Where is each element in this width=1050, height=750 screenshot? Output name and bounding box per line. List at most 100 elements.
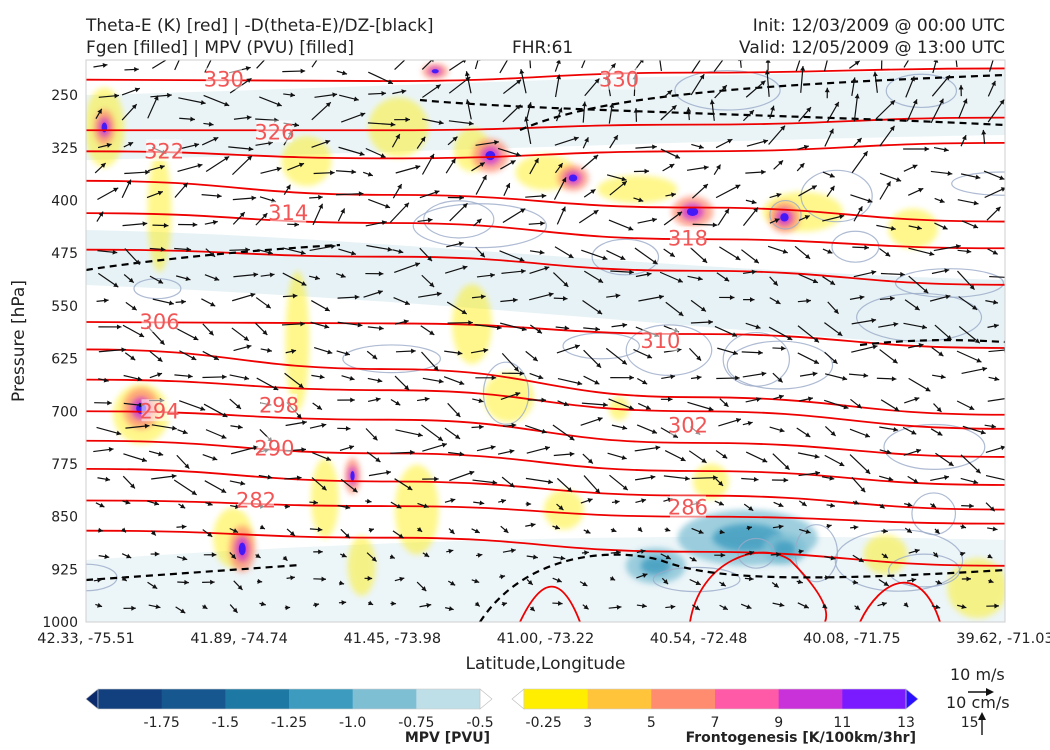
wind-vector-head: [953, 53, 958, 58]
wind-vector-head: [496, 325, 502, 330]
wind-vector-head: [267, 250, 273, 255]
wind-vector-head: [407, 485, 413, 490]
wind-vector-head: [257, 578, 263, 584]
wind-vector-head: [961, 135, 967, 141]
fgen-max-core: [780, 213, 789, 222]
wind-vector-head: [958, 84, 964, 90]
wind-vector-head: [775, 299, 781, 304]
fgen-max-core: [350, 470, 355, 481]
wind-vector: [985, 475, 1005, 481]
wind-vector-head: [530, 522, 536, 528]
wind-vector-head: [476, 218, 482, 224]
wind-vector-head: [650, 474, 656, 480]
wind-vector-head: [325, 139, 331, 145]
wind-vector-head: [410, 449, 415, 455]
mpv-outline-contour: [831, 230, 880, 263]
wind-vector-head: [916, 448, 922, 454]
wind-vector-head: [811, 185, 817, 190]
wind-vector-head: [629, 375, 634, 381]
wind-vector-head: [131, 104, 137, 110]
mpv-outline-contour: [894, 268, 1005, 298]
wind-vector-head: [611, 527, 617, 533]
wind-vector-head: [187, 373, 193, 379]
wind-vector-head: [296, 413, 302, 419]
fgen-colorbar-label: Frontogenesis [K/100km/3hr]: [686, 730, 916, 746]
wind-vector-head: [134, 87, 140, 93]
wind-vector-head: [155, 604, 161, 610]
wind-vector-head: [349, 445, 355, 450]
wind-vector-head: [822, 603, 828, 609]
wind-vector-head: [716, 164, 721, 170]
wind-vector-head: [386, 470, 391, 476]
wind-vector-head: [610, 575, 616, 581]
wind-vector-head: [406, 54, 411, 59]
wind-vector-head: [194, 142, 200, 148]
wind-vector-head: [339, 580, 345, 586]
wind-vector-head: [708, 406, 714, 412]
wind-ref-horizontal-arrow-head: [986, 688, 994, 696]
wind-vector-head: [130, 355, 136, 361]
theta-e-contour: [86, 321, 1005, 349]
wind-vector-head: [221, 434, 227, 439]
wind-vector-head: [972, 305, 978, 310]
wind-vector: [395, 429, 423, 437]
wind-vector-head: [801, 45, 806, 50]
wind-vector-head: [479, 252, 485, 258]
wind-vector-head: [131, 605, 136, 611]
mpv-outline-contour: [625, 324, 713, 376]
wind-vector-head: [521, 326, 527, 332]
wind-vector-head: [701, 458, 707, 463]
wind-vector-head: [652, 144, 657, 150]
fgen-colorbar-tick: 15: [961, 715, 979, 731]
wind-vector-head: [505, 183, 511, 189]
wind-vector-head: [526, 501, 532, 507]
wind-vector-head: [130, 483, 135, 489]
wind-vector-head: [720, 581, 726, 587]
wind-vector-head: [923, 288, 929, 294]
wind-vector-head: [595, 488, 600, 494]
mpv-colorbar-extend-low: [85, 688, 99, 710]
wind-vector-head: [853, 579, 859, 585]
wind-vector-head: [826, 523, 832, 529]
wind-vector-head: [782, 249, 788, 254]
wind-vector-head: [350, 397, 355, 403]
wind-vector-head: [674, 154, 680, 159]
wind-vector-head: [568, 253, 574, 258]
wind-vector-head: [102, 62, 108, 68]
theta-e-contour-label: 318: [668, 226, 708, 250]
wind-vector-head: [894, 406, 900, 411]
wind-vector-head: [885, 251, 891, 257]
wind-vector: [989, 275, 1005, 278]
wind-vector-head: [185, 276, 191, 281]
wind-vector-head: [961, 604, 967, 609]
wind-vector-head: [864, 245, 869, 251]
wind-vector-head: [843, 404, 849, 410]
wind-vector-head: [1007, 396, 1012, 401]
wind-vector-head: [561, 177, 567, 183]
wind-vector-head: [982, 366, 988, 372]
fgen-blob: [285, 271, 310, 411]
wind-vector-head: [519, 256, 525, 262]
wind-vector-head: [829, 173, 835, 178]
wind-vector-head: [962, 98, 968, 104]
fgen-blob: [597, 175, 678, 204]
wind-vector-head: [395, 134, 400, 140]
wind-vector-head: [914, 396, 920, 402]
wind-vector-head: [628, 225, 634, 231]
fgen-max-core: [431, 69, 439, 74]
wind-vector-head: [301, 420, 307, 426]
wind-vector-head: [651, 429, 657, 434]
wind-vector-head: [863, 372, 869, 378]
wind-vector-head: [751, 199, 757, 205]
dthetae-dz-dashed-contour: [519, 73, 1005, 132]
wind-vector-head: [842, 375, 848, 381]
wind-vector-head: [969, 284, 975, 290]
wind-vector-head: [141, 457, 147, 463]
dthetae-dz-dashed-contour: [86, 243, 341, 272]
wind-vector-head: [344, 351, 350, 356]
wind-vector-head: [437, 436, 443, 441]
wind-vector-head: [375, 457, 381, 462]
wind-vector-head: [922, 324, 927, 330]
theta-e-label-bg: [601, 67, 638, 90]
wind-vector-head: [426, 602, 432, 608]
